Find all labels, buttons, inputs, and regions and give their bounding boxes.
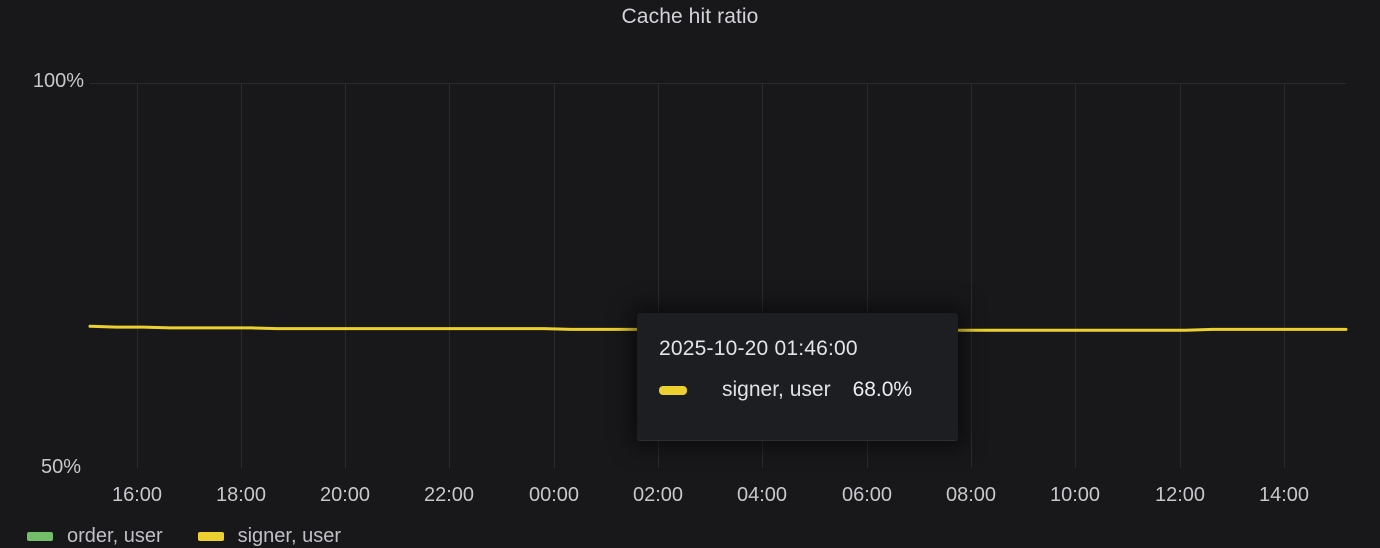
x-axis-tick: 06:00 <box>841 484 893 506</box>
page-title: Cache hit ratio <box>621 5 759 28</box>
gridline-vertical <box>345 83 346 468</box>
chart-tooltip: 2025-10-20 01:46:00 signer, user 68.0% <box>637 313 958 441</box>
gridline-vertical <box>971 83 972 468</box>
gridline-vertical <box>137 83 138 468</box>
tooltip-series-row: signer, user 68.0% <box>659 378 936 402</box>
x-axis-tick: 22:00 <box>423 484 475 506</box>
x-axis-tick: 16:00 <box>111 484 163 506</box>
x-axis-tick: 20:00 <box>319 484 371 506</box>
legend-item-label: order, user <box>67 524 163 547</box>
tooltip-series-label: signer, user <box>722 378 831 401</box>
gridline-vertical <box>867 83 868 468</box>
gridline-vertical <box>1284 83 1285 468</box>
gridline-vertical <box>449 83 450 468</box>
legend-color-swatch-icon <box>197 531 224 541</box>
x-axis-tick: 04:00 <box>736 484 788 506</box>
chart-legend: order, user signer, user <box>27 524 376 548</box>
tooltip-series-color-swatch-icon <box>659 385 687 395</box>
gridline-vertical <box>1180 83 1181 468</box>
legend-item-label: signer, user <box>237 524 341 547</box>
gridline-vertical <box>762 83 763 468</box>
legend-item-signer-user[interactable]: signer, user <box>197 524 341 548</box>
gridline-vertical <box>658 83 659 468</box>
gridline-vertical <box>241 83 242 468</box>
y-axis-tick-50: 50% <box>40 456 81 478</box>
x-axis-tick: 10:00 <box>1049 484 1101 506</box>
x-axis-tick: 02:00 <box>632 484 684 506</box>
x-axis-tick: 14:00 <box>1258 484 1310 506</box>
plot-area <box>90 83 1346 468</box>
legend-color-swatch-icon <box>27 531 53 541</box>
x-axis-tick: 12:00 <box>1154 484 1206 506</box>
x-axis-tick: 00:00 <box>528 484 580 506</box>
legend-item-order-user[interactable]: order, user <box>27 525 163 548</box>
tooltip-timestamp: 2025-10-20 01:46:00 <box>659 337 858 360</box>
y-axis-tick-100: 100% <box>32 70 84 92</box>
tooltip-series-value: 68.0% <box>852 378 913 401</box>
x-axis-tick: 08:00 <box>945 484 997 506</box>
gridline-vertical <box>554 83 555 468</box>
x-axis-tick: 18:00 <box>215 484 267 506</box>
gridline-horizontal <box>90 83 1346 84</box>
gridline-vertical <box>1075 83 1076 468</box>
